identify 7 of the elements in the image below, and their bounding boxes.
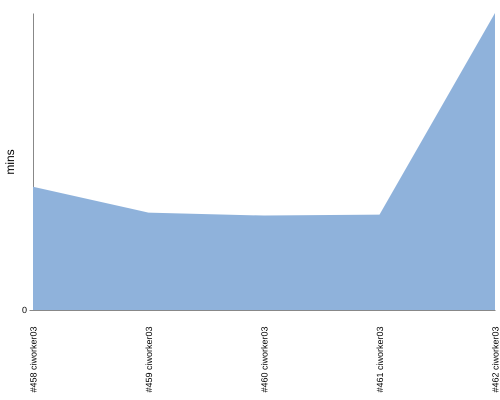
text: 0 [22,305,27,315]
x-tick-label: #461 ciworker03 [375,326,385,393]
x-tick-label: #459 ciworker03 [144,326,154,393]
x-tick-label: #460 ciworker03 [260,326,270,393]
y-axis-title: mins [3,149,17,175]
x-tick-label: #458 ciworker03 [28,326,38,393]
x-tick-label: #462 ciworker03 [490,326,500,393]
